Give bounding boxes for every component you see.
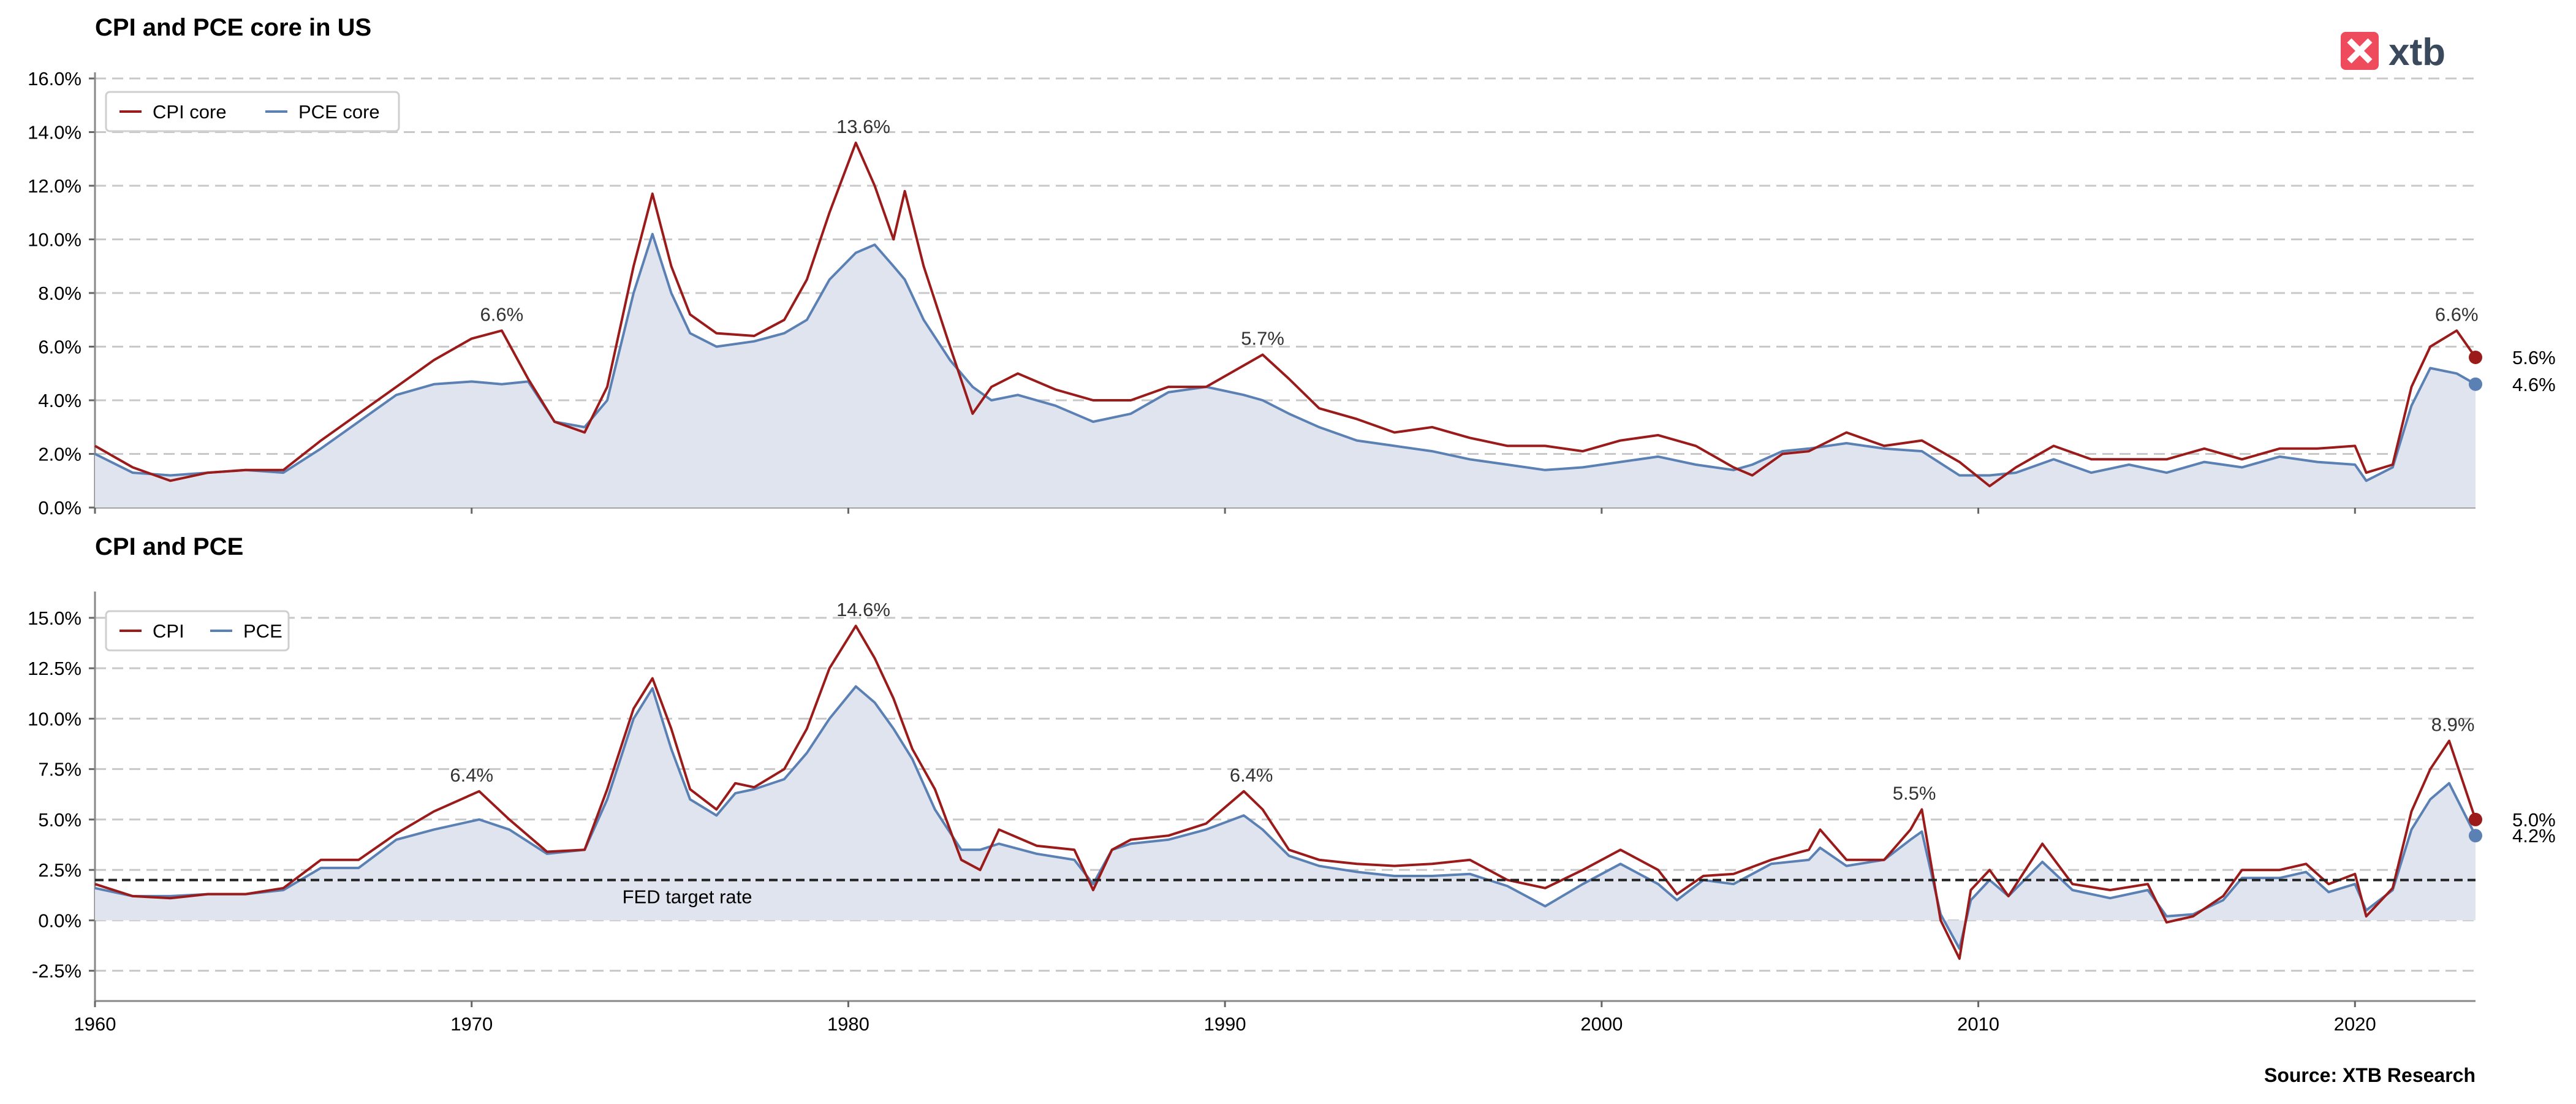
end-marker: [2469, 351, 2482, 364]
panel-headline-annotations: 6.4% 14.6% 6.4% 5.5% 8.9%: [450, 599, 2474, 804]
x-tick-label: 2010: [1957, 1013, 1999, 1035]
peak-annotation: 6.6%: [2435, 303, 2479, 325]
peak-annotation: 8.9%: [2431, 714, 2475, 736]
legend-label: PCE core: [298, 101, 380, 123]
y-tick-label: 7.5%: [38, 759, 81, 780]
legend-label: CPI core: [153, 101, 227, 123]
end-value-label: 4.6%: [2512, 374, 2556, 395]
end-value-label: 5.6%: [2512, 347, 2556, 368]
y-tick-label: 8.0%: [38, 283, 81, 304]
y-tick-label: 0.0%: [38, 910, 81, 931]
end-value-label: 5.0%: [2512, 809, 2556, 831]
panel-headline-series: [94, 625, 2477, 960]
fed-target-label: FED target rate: [623, 886, 752, 908]
x-tick-label: 1970: [450, 1013, 493, 1035]
panel-core-x-ticks: [94, 508, 2356, 514]
peak-annotation: 6.6%: [480, 303, 524, 325]
panel-core-annotations: 6.6% 13.6% 5.7% 6.6%: [480, 116, 2479, 349]
peak-annotation: 5.7%: [1241, 328, 1284, 349]
peak-annotation: 13.6%: [836, 116, 890, 137]
cpi-line: [94, 625, 2477, 960]
source-note: Source: XTB Research: [2264, 1064, 2476, 1086]
legend-box: [105, 610, 290, 652]
peak-annotation: 14.6%: [836, 599, 890, 620]
panel-headline-x-axis: 1960 1970 1980 1990 2000 2010 2020: [74, 1001, 2376, 1035]
peak-annotation: 6.4%: [1230, 764, 1273, 786]
end-marker: [2469, 812, 2482, 826]
x-tick-label: 1980: [827, 1013, 869, 1035]
brand-name: xtb: [2388, 31, 2445, 74]
pce-area-fill: [95, 686, 2476, 949]
legend-label: CPI: [153, 620, 184, 642]
pce-area-fill: [95, 234, 2476, 508]
panel-core-end-labels: 5.6% 4.6%: [2469, 347, 2556, 395]
y-tick-label: 14.0%: [28, 122, 81, 143]
y-tick-label: 2.0%: [38, 444, 81, 465]
x-tick-label: 2000: [1580, 1013, 1623, 1035]
y-tick-label: 0.0%: [38, 497, 81, 519]
x-tick-label: 2020: [2334, 1013, 2376, 1035]
y-tick-label: 6.0%: [38, 337, 81, 358]
y-tick-label: 10.0%: [28, 708, 81, 729]
y-tick-label: 4.0%: [38, 390, 81, 411]
panel-headline-end-labels: 5.0%4.2%: [2469, 809, 2556, 847]
panel-core-title: CPI and PCE core in US: [95, 14, 371, 41]
x-tick-label: 1960: [74, 1013, 116, 1035]
end-marker: [2469, 377, 2482, 391]
panel-core: CPI and PCE core in US 0.0% 2.0% 4.0% 6.0% 8…: [28, 14, 2556, 519]
y-tick-label: 10.0%: [28, 229, 81, 251]
y-tick-label: 2.5%: [38, 859, 81, 881]
end-value-label: 4.2%: [2512, 825, 2556, 847]
brand-logo: xtb: [2341, 31, 2445, 74]
peak-annotation: 6.4%: [450, 764, 493, 786]
panel-headline-y-axis: -2.5% 0.0% 2.5% 5.0% 7.5% 10.0% 12.5% 15.0%: [28, 592, 2476, 1002]
y-tick-label: 5.0%: [38, 809, 81, 831]
legend-box: [105, 91, 400, 132]
panel-headline: CPI and PCE -2.5% 0.0% 2.5% 5.0% 7.5% 10.0% 12…: [28, 533, 2556, 1035]
y-tick-label: 12.5%: [28, 658, 81, 679]
panel-core-series: [94, 142, 2477, 508]
panel-core-legend: CPI core PCE core: [105, 91, 400, 132]
xtb-logo-mark: [2347, 38, 2373, 64]
panel-headline-legend: CPI PCE: [105, 610, 290, 652]
y-tick-label: 16.0%: [28, 68, 81, 89]
end-marker: [2469, 829, 2482, 843]
panel-headline-title: CPI and PCE: [95, 533, 243, 560]
peak-annotation: 5.5%: [1893, 782, 1936, 804]
y-tick-label: 15.0%: [28, 607, 81, 629]
pce-line: [94, 685, 2477, 950]
fed-target-line: FED target rate: [95, 878, 2476, 908]
y-tick-label: 12.0%: [28, 175, 81, 197]
x-tick-label: 1990: [1204, 1013, 1246, 1035]
cpi-core-line: [94, 142, 2477, 487]
legend-label: PCE: [243, 620, 282, 642]
y-tick-label: -2.5%: [32, 961, 81, 982]
